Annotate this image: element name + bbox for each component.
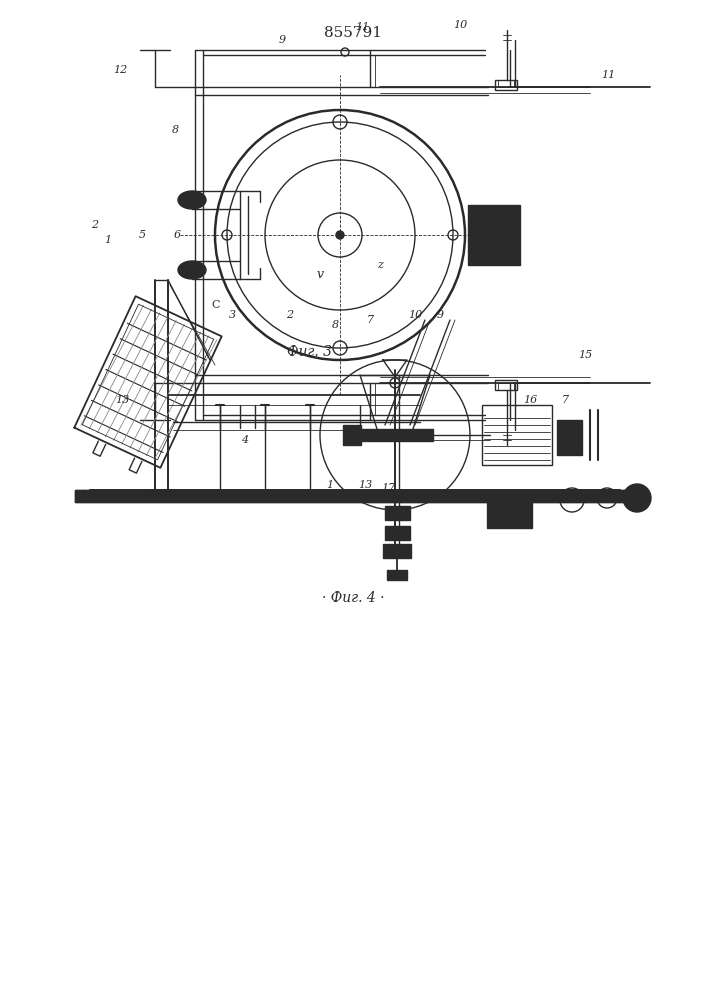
Text: 1: 1: [327, 480, 334, 490]
Ellipse shape: [178, 261, 206, 279]
Circle shape: [336, 231, 344, 239]
Text: 7: 7: [366, 315, 373, 325]
Bar: [495, 80, 517, 90]
Text: 9: 9: [279, 35, 286, 45]
Text: 2: 2: [91, 220, 98, 230]
Text: C: C: [212, 300, 221, 310]
Bar: [482, 405, 552, 465]
Bar: [387, 570, 407, 580]
Text: 15: 15: [468, 490, 482, 500]
Ellipse shape: [178, 191, 206, 209]
Bar: [343, 425, 361, 445]
Bar: [75, 490, 635, 502]
Text: 11: 11: [601, 70, 615, 80]
Text: 16: 16: [523, 395, 537, 405]
Text: z: z: [377, 260, 383, 270]
Bar: [487, 500, 532, 528]
Text: 13: 13: [358, 480, 372, 490]
Text: 7: 7: [561, 395, 568, 405]
Text: 9: 9: [436, 310, 443, 320]
Text: 12: 12: [113, 65, 127, 75]
Bar: [498, 383, 514, 390]
Text: 10: 10: [408, 310, 422, 320]
Text: 5: 5: [139, 230, 146, 240]
Text: 2: 2: [286, 310, 293, 320]
Bar: [498, 80, 514, 87]
Text: 4: 4: [241, 435, 249, 445]
Text: 855791: 855791: [324, 26, 382, 40]
Text: 1: 1: [105, 235, 112, 245]
Text: 3: 3: [228, 310, 235, 320]
Text: 6: 6: [173, 230, 180, 240]
Bar: [557, 420, 582, 455]
Bar: [357, 429, 433, 441]
Text: 8: 8: [171, 125, 179, 135]
Bar: [385, 526, 410, 540]
Bar: [468, 205, 520, 265]
Text: 10: 10: [453, 20, 467, 30]
Text: v: v: [317, 268, 324, 282]
Text: 15: 15: [578, 350, 592, 360]
Text: 16: 16: [443, 490, 457, 500]
Bar: [383, 544, 411, 558]
Bar: [495, 380, 517, 390]
Text: 11: 11: [418, 490, 432, 500]
Bar: [75, 490, 635, 502]
Text: 17: 17: [381, 483, 395, 493]
Text: · Фиг. 4 ·: · Фиг. 4 ·: [322, 591, 384, 605]
Text: 8: 8: [332, 320, 339, 330]
Circle shape: [623, 484, 651, 512]
Text: Фиг. 3: Фиг. 3: [288, 345, 332, 359]
Text: 13: 13: [115, 395, 129, 405]
Bar: [385, 506, 410, 520]
Text: 11: 11: [355, 22, 369, 32]
